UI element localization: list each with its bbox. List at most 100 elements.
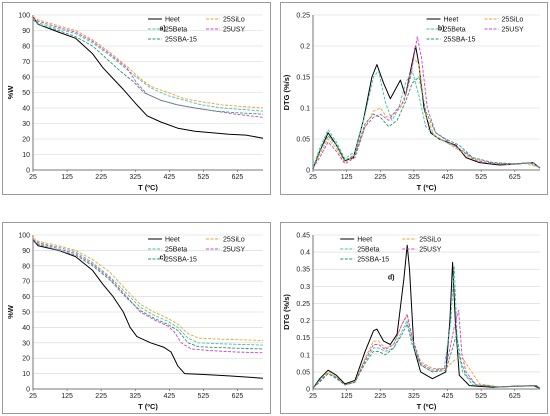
chart-b-xtick-label: 525 bbox=[475, 174, 487, 181]
chart-panel-b: 0 0.05 0.1 0.15 0.2 0.25 25 125 225 325 425 525 625 T… bbox=[280, 2, 548, 195]
chart-d-legend-label: 25Beta bbox=[357, 247, 379, 254]
chart-a-series-25silo bbox=[32, 16, 264, 109]
chart-a-series-heet bbox=[32, 16, 264, 139]
chart-b-xtick-label: 625 bbox=[509, 174, 521, 181]
chart-c-ytick-label: 0 bbox=[26, 387, 30, 394]
chart-c-ylabel: %W bbox=[6, 304, 15, 319]
chart-b-ytick-label: 0.1 bbox=[300, 106, 310, 113]
chart-a-legend-label: 25SiLo bbox=[223, 17, 245, 24]
chart-c-ytick-label: 40 bbox=[22, 325, 30, 332]
chart-d-xlabel: T (ºC) bbox=[417, 402, 437, 411]
chart-d-legend-label: Heet bbox=[357, 237, 372, 244]
chart-b-ylabel: DTG (%/s) bbox=[282, 74, 291, 110]
chart-b-legend-label: Heet bbox=[444, 17, 459, 24]
chart-d-ytick-label: 0.3 bbox=[300, 284, 310, 291]
chart-a-series-25usy bbox=[32, 17, 264, 118]
chart-c-xtick-label: 525 bbox=[198, 393, 210, 400]
chart-a-ytick-label: 50 bbox=[22, 90, 30, 97]
chart-a-xtick-label: 525 bbox=[198, 174, 210, 181]
chart-c-ytick-label: 50 bbox=[22, 310, 30, 317]
chart-b-xtick-label: 125 bbox=[341, 174, 353, 181]
chart-a-ylabel: %W bbox=[6, 85, 15, 100]
chart-d-ylabel: DTG (%/s) bbox=[282, 294, 291, 330]
chart-c-xtick-label: 425 bbox=[163, 393, 175, 400]
chart-c-series-heet bbox=[32, 239, 264, 379]
chart-d-ytick-label: 0.35 bbox=[296, 267, 310, 274]
chart-d-ytick-label: 0 bbox=[306, 387, 310, 394]
chart-a-ytick-label: 60 bbox=[22, 75, 30, 82]
chart-d-xtick-label: 425 bbox=[442, 393, 454, 400]
chart-b-series-25sba-15 bbox=[312, 76, 541, 169]
chart-c-series-25usy bbox=[32, 239, 264, 354]
chart-b-xtick-label: 225 bbox=[374, 174, 386, 181]
chart-d-series-25silo bbox=[312, 313, 541, 389]
chart-b-ytick-label: 0.05 bbox=[296, 137, 310, 144]
chart-c-xtick-label: 125 bbox=[61, 393, 73, 400]
chart-b-xlabel: T (ºC) bbox=[417, 183, 437, 192]
chart-panel-a: 0 10 20 30 40 50 60 70 80 90 100 25 125 225 325 425 525 6… bbox=[2, 2, 271, 195]
chart-d-ytick-label: 0.45 bbox=[296, 233, 310, 240]
chart-b-ytick-label: 0.15 bbox=[296, 75, 310, 82]
chart-c-ytick-label: 80 bbox=[22, 263, 30, 270]
chart-b-xtick-label: 325 bbox=[408, 174, 420, 181]
chart-c-xtick-label: 325 bbox=[129, 393, 141, 400]
chart-a-xlabel: T (ºC) bbox=[138, 183, 158, 192]
chart-d-xtick-label: 25 bbox=[309, 393, 317, 400]
chart-b-series-25beta bbox=[312, 70, 541, 168]
chart-c-ytick-label: 10 bbox=[22, 371, 30, 378]
chart-d-ytick-label: 0.05 bbox=[296, 369, 310, 376]
chart-c-xlabel: T (ºC) bbox=[138, 402, 158, 411]
chart-panel-c: 0 10 20 30 40 50 60 70 80 90 100 25 125 225 325 425 525 6… bbox=[2, 222, 271, 414]
chart-a-ytick-label: 80 bbox=[22, 44, 30, 51]
chart-b-xtick-label: 425 bbox=[442, 174, 454, 181]
chart-d-xtick-label: 125 bbox=[341, 393, 353, 400]
chart-b-legend-label: 25USY bbox=[502, 27, 525, 34]
chart-d-series-heet bbox=[312, 244, 541, 389]
chart-c-xtick-label: 225 bbox=[95, 393, 107, 400]
chart-d-xtick-label: 525 bbox=[475, 393, 487, 400]
chart-b-axes bbox=[312, 15, 540, 171]
chart-a-xtick-label: 25 bbox=[29, 174, 37, 181]
chart-b-series-heet bbox=[312, 45, 541, 169]
chart-svg-a: 0 10 20 30 40 50 60 70 80 90 100 25 125 225 325 425 525 6… bbox=[6, 13, 264, 192]
chart-a-legend-label: 25Beta bbox=[165, 27, 187, 34]
chart-b-ytick-label: 0 bbox=[306, 168, 310, 175]
chart-a-xtick-label: 225 bbox=[95, 174, 107, 181]
chart-c-panel-label: c) bbox=[160, 255, 166, 262]
chart-a-xtick-label: 325 bbox=[129, 174, 141, 181]
chart-a-xtick-label: 625 bbox=[232, 174, 244, 181]
chart-a-ytick-label: 20 bbox=[22, 137, 30, 144]
chart-d-ytick-label: 0.1 bbox=[300, 352, 310, 359]
chart-d-legend-label: 25USY bbox=[419, 247, 442, 254]
chart-b-series-25usy bbox=[312, 36, 541, 169]
chart-d-series-25sba-15 bbox=[312, 323, 541, 389]
chart-c-xtick-label: 25 bbox=[29, 393, 37, 400]
chart-c-ytick-label: 20 bbox=[22, 356, 30, 363]
chart-d-xtick-label: 625 bbox=[509, 393, 521, 400]
chart-a-series-25sba-15 bbox=[32, 19, 264, 115]
chart-a-ytick-label: 30 bbox=[22, 121, 30, 128]
chart-c-legend-label: 25SBA-15 bbox=[165, 257, 197, 264]
chart-panel-d: 0 0.05 0.1 0.15 0.2 0.25 0.3 0.35 0.4 0.45 25 125 22… bbox=[280, 222, 548, 414]
chart-b-ytick-label: 0.25 bbox=[296, 13, 310, 20]
chart-c-series-25silo bbox=[32, 237, 264, 341]
chart-d-xtick-label: 225 bbox=[374, 393, 386, 400]
chart-d-axes bbox=[312, 235, 540, 390]
chart-a-ytick-label: 10 bbox=[22, 152, 30, 159]
chart-b-legend-label: 25Beta bbox=[444, 27, 466, 34]
chart-d-ytick-label: 0.25 bbox=[296, 301, 310, 308]
chart-a-xtick-label: 425 bbox=[163, 174, 175, 181]
chart-a-ytick-label: 0 bbox=[26, 168, 30, 175]
chart-svg-b: 0 0.05 0.1 0.15 0.2 0.25 25 125 225 325 425 525 625 T… bbox=[282, 13, 541, 192]
chart-c-series-25sba-15 bbox=[32, 240, 264, 350]
chart-a-ytick-label: 100 bbox=[18, 13, 30, 20]
chart-c-ytick-label: 70 bbox=[22, 279, 30, 286]
chart-c-ytick-label: 90 bbox=[22, 248, 30, 255]
chart-c-xtick-label: 625 bbox=[232, 393, 244, 400]
chart-c-series-25beta bbox=[32, 239, 264, 346]
chart-d-ytick-label: 0.15 bbox=[296, 335, 310, 342]
chart-svg-c: 0 10 20 30 40 50 60 70 80 90 100 25 125 225 325 425 525 6… bbox=[6, 233, 264, 411]
chart-d-legend-label: 25SBA-15 bbox=[357, 257, 389, 264]
chart-c-ytick-label: 100 bbox=[18, 233, 30, 240]
